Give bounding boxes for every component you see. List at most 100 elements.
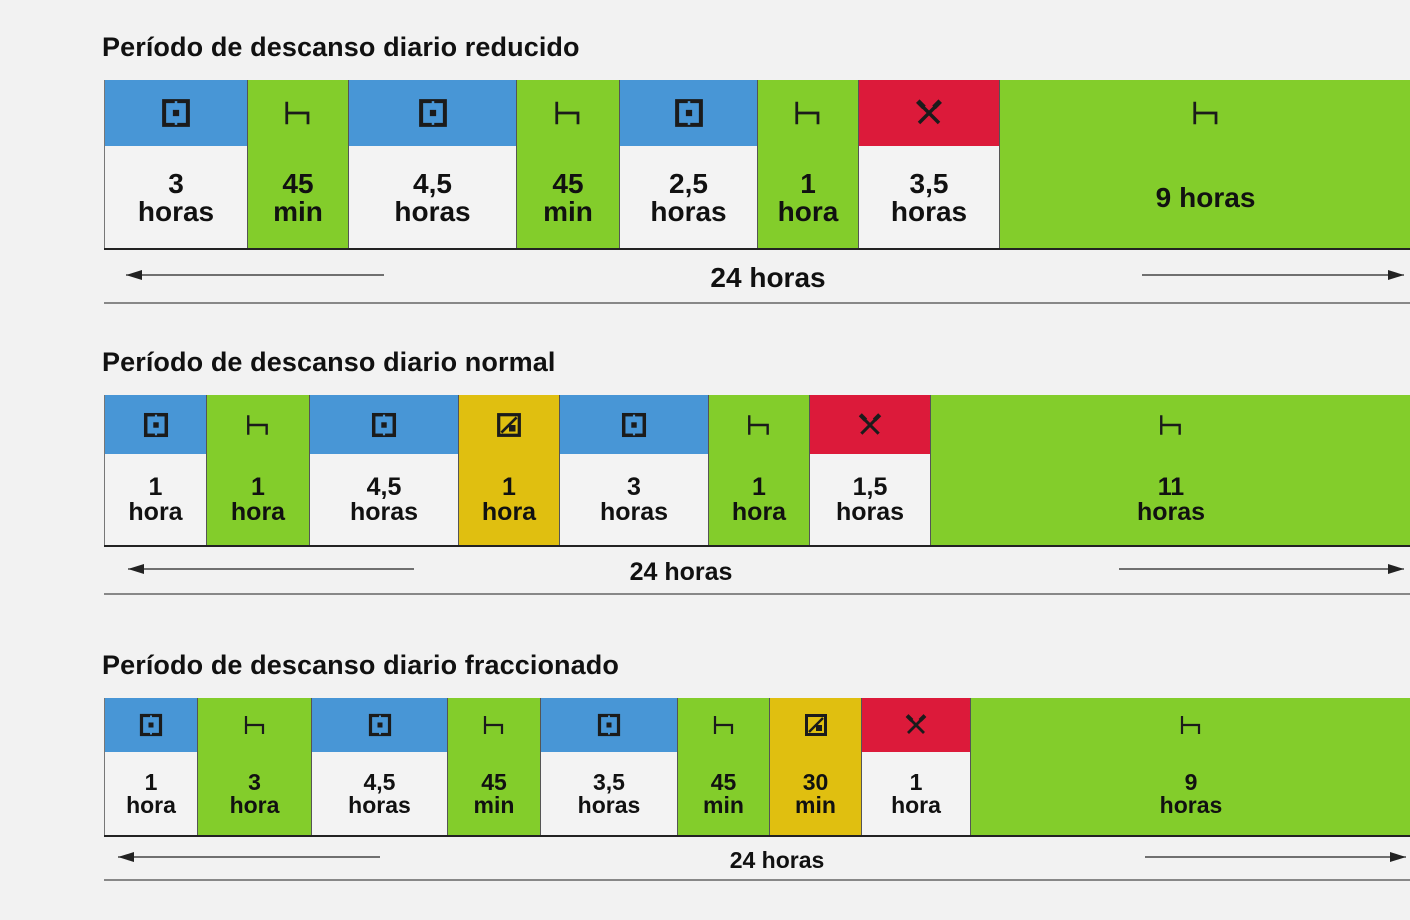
steering-wheel-icon xyxy=(139,713,163,737)
segment-drive: 3 horas xyxy=(559,395,708,546)
duration-unit: min xyxy=(273,195,323,227)
duration-unit: horas xyxy=(348,791,411,818)
segment-header xyxy=(931,395,1410,454)
steering-wheel-icon xyxy=(621,412,647,438)
segment-header xyxy=(541,698,677,752)
segment-header xyxy=(105,698,197,752)
segment-duration: 4,5 horas xyxy=(349,146,516,249)
segment-availability: 30 min xyxy=(769,698,861,835)
segment-duration: 4,5 horas xyxy=(310,454,458,546)
segment-header xyxy=(709,395,809,454)
segment-work: 1 hora xyxy=(861,698,970,835)
segment-work: 3,5 horas xyxy=(858,80,999,249)
segment-duration: 3,5 horas xyxy=(541,752,677,835)
duration-value: 3,5 xyxy=(909,167,949,199)
duration-value: 1 xyxy=(144,768,158,795)
segment-rest: 9 horas xyxy=(999,80,1410,249)
bed-icon xyxy=(482,713,506,737)
segment-rest: 11 horas xyxy=(930,395,1410,546)
section-title-reducido: Período de descanso diario reducido xyxy=(102,32,580,62)
duration-value: 45 xyxy=(481,768,507,795)
segment-header xyxy=(207,395,309,454)
segment-rest: 45 min xyxy=(677,698,769,835)
duration-unit: horas xyxy=(1179,181,1256,213)
bed-icon xyxy=(1158,412,1184,438)
hammers-icon xyxy=(914,98,944,128)
steering-wheel-icon xyxy=(161,98,191,128)
left-arrow-head xyxy=(128,564,144,574)
span-arrows xyxy=(126,270,1404,280)
segment-rest: 45 min xyxy=(247,80,348,249)
segment-rest: 45 min xyxy=(516,80,619,249)
duration-value: 1 xyxy=(502,473,516,501)
span-row-normal: 24 horas xyxy=(104,547,1410,593)
bed-icon xyxy=(1179,713,1203,737)
segment-drive: 4,5 horas xyxy=(348,80,516,249)
duration-value: 45 xyxy=(710,768,737,795)
steering-wheel-icon xyxy=(674,98,704,128)
segment-header xyxy=(758,80,858,146)
duration-unit: hora xyxy=(230,498,286,526)
segment-duration: 30 min xyxy=(770,752,861,835)
segment-header xyxy=(198,698,311,752)
segment-rest: 45 min xyxy=(447,698,540,835)
segment-duration: 45 min xyxy=(448,752,540,835)
timeline-bottom-line xyxy=(104,302,1410,304)
duration-unit: hora xyxy=(229,791,280,818)
duration-unit: min xyxy=(543,195,593,227)
segment-header xyxy=(248,80,348,146)
segment-rest: 1 hora xyxy=(206,395,309,546)
duration-value: 1 xyxy=(251,473,265,501)
segment-duration: 11 horas xyxy=(931,454,1410,546)
segment-duration: 4,5 horas xyxy=(312,752,447,835)
duration-unit: horas xyxy=(1159,791,1223,818)
segment-rest: 1 hora xyxy=(708,395,809,546)
timeline-fraccionado: 1 hora 3 hora 4,5 horas 45 min 3,5 horas 45 mi… xyxy=(104,698,1410,835)
segment-header xyxy=(620,80,757,146)
steering-wheel-icon xyxy=(368,713,392,737)
segment-work: 1,5 horas xyxy=(809,395,930,546)
timeline-bottom-line xyxy=(104,879,1410,881)
duration-unit: horas xyxy=(394,195,471,227)
duration-value: 3 xyxy=(248,768,261,795)
timeline-baseline xyxy=(104,248,1410,250)
steering-wheel-icon xyxy=(418,98,448,128)
hammers-icon xyxy=(857,412,883,438)
segment-duration: 1 hora xyxy=(207,454,309,546)
availability-square-icon xyxy=(496,412,522,438)
segment-duration: 3 hora xyxy=(198,752,311,835)
duration-value: 45 xyxy=(282,167,314,199)
segment-drive: 3,5 horas xyxy=(540,698,677,835)
duration-unit: horas xyxy=(890,195,968,227)
segment-header xyxy=(810,395,930,454)
duration-unit: hora xyxy=(731,498,787,526)
segment-duration: 1 hora xyxy=(862,752,970,835)
duration-value: 3,5 xyxy=(593,768,625,795)
bed-icon xyxy=(793,98,823,128)
segment-rest: 3 hora xyxy=(197,698,311,835)
timeline-normal: 1 hora 1 hora 4,5 horas 1 hora 3 horas 1 hora … xyxy=(104,395,1410,546)
left-arrow-head xyxy=(126,270,142,280)
segment-header xyxy=(105,80,247,146)
bed-icon xyxy=(243,713,267,737)
section-title-normal: Período de descanso diario normal xyxy=(102,347,556,377)
segment-duration: 1 hora xyxy=(105,454,206,546)
bed-icon xyxy=(245,412,271,438)
right-arrow-head xyxy=(1390,852,1406,862)
segment-rest: 1 hora xyxy=(757,80,858,249)
bed-icon xyxy=(553,98,583,128)
duration-value: 1,5 xyxy=(852,473,888,501)
segment-header xyxy=(310,395,458,454)
duration-unit: horas xyxy=(650,195,727,227)
segment-header xyxy=(560,395,708,454)
duration-unit: hora xyxy=(891,791,941,818)
timeline-reducido: 3 horas 45 min 4,5 horas 45 min 2,5 horas 1 ho… xyxy=(104,80,1410,249)
segment-drive: 1 hora xyxy=(105,395,206,546)
segment-header xyxy=(459,395,559,454)
segment-duration: 3 horas xyxy=(105,146,247,249)
duration-value: 3 xyxy=(168,167,184,199)
steering-wheel-icon xyxy=(143,412,169,438)
segment-header xyxy=(517,80,619,146)
duration-value: 2,5 xyxy=(669,167,708,199)
span-arrows xyxy=(128,564,1404,574)
